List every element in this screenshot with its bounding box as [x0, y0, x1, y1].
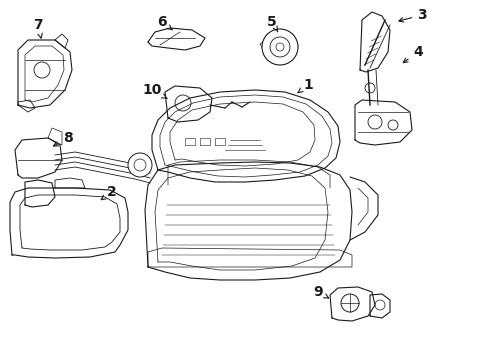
Polygon shape	[25, 180, 55, 207]
Polygon shape	[330, 287, 375, 321]
Polygon shape	[148, 28, 205, 50]
Text: 10: 10	[142, 83, 167, 98]
Text: 8: 8	[53, 131, 73, 146]
Polygon shape	[355, 100, 412, 145]
Text: 2: 2	[101, 185, 117, 200]
Polygon shape	[152, 90, 340, 182]
Polygon shape	[145, 162, 352, 280]
Polygon shape	[165, 86, 212, 122]
Polygon shape	[350, 177, 378, 240]
Polygon shape	[18, 40, 72, 108]
Polygon shape	[15, 138, 62, 178]
Polygon shape	[370, 294, 390, 318]
Circle shape	[262, 29, 298, 65]
Text: 4: 4	[403, 45, 423, 63]
Polygon shape	[360, 12, 390, 72]
Text: 6: 6	[157, 15, 172, 30]
Text: 3: 3	[399, 8, 427, 22]
Polygon shape	[10, 188, 128, 258]
Circle shape	[128, 153, 152, 177]
Text: 1: 1	[298, 78, 313, 93]
Text: 7: 7	[33, 18, 43, 38]
Text: 5: 5	[267, 15, 278, 32]
Text: 9: 9	[313, 285, 329, 299]
Polygon shape	[55, 178, 85, 188]
